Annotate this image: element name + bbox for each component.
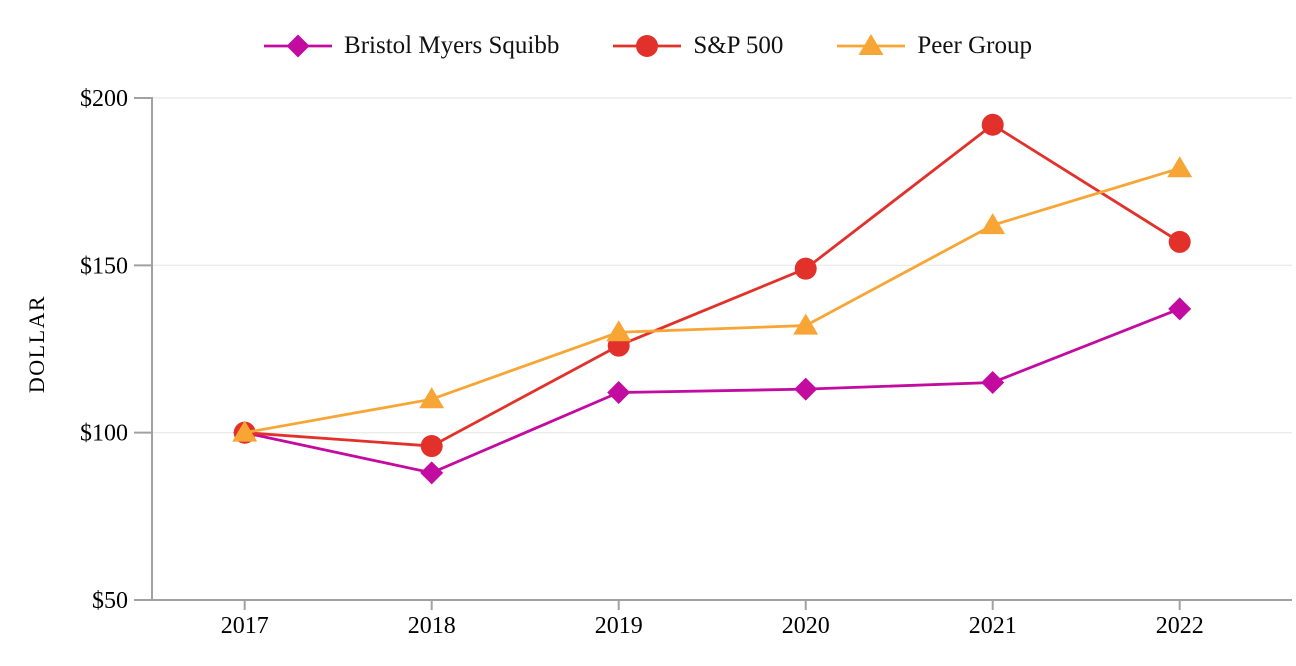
y-tick-label: $100	[80, 421, 128, 447]
diamond-marker-icon	[420, 461, 444, 485]
triangle-marker-icon	[606, 320, 632, 342]
series-line-1	[244, 307, 1181, 475]
series-line-2	[244, 123, 1181, 448]
chart-legend: Bristol Myers Squibb S&P 500 Peer Group	[0, 31, 1296, 61]
x-tick-label: 2019	[595, 613, 643, 639]
triangle-marker-icon	[419, 387, 445, 409]
triangle-marker-icon	[232, 420, 258, 442]
x-tick-label: 2018	[408, 613, 456, 639]
diamond-marker-icon	[981, 370, 1005, 394]
legend-item-peer-group: Peer Group	[837, 32, 1032, 60]
triangle-marker-icon	[1167, 156, 1193, 178]
legend-item-sp500: S&P 500	[613, 32, 783, 60]
y-axis-title: DOLLAR	[24, 295, 49, 393]
diamond-marker-icon	[1168, 297, 1192, 321]
x-tick-label: 2022	[1156, 613, 1204, 639]
y-tick-label: $150	[80, 253, 128, 279]
circle-marker-icon	[794, 257, 817, 280]
circle-marker-icon	[1168, 230, 1191, 253]
legend-label: Bristol Myers Squibb	[344, 32, 560, 59]
legend-label: S&P 500	[693, 32, 784, 59]
triangle-marker-icon	[980, 213, 1006, 235]
circle-marker-icon	[613, 35, 682, 57]
triangle-marker-icon	[837, 34, 906, 55]
circle-marker-icon	[981, 113, 1004, 136]
y-tick-label: $50	[92, 588, 128, 614]
circle-marker-icon	[636, 35, 659, 57]
diamond-marker-icon	[794, 377, 818, 401]
legend-label: Peer Group	[917, 32, 1032, 59]
diamond-marker-icon	[286, 34, 310, 58]
series-line-3	[244, 166, 1181, 435]
x-tick-label: 2021	[969, 613, 1017, 639]
triangle-marker-icon	[793, 313, 819, 335]
x-tick-label: 2017	[221, 613, 269, 639]
x-tick-label: 2020	[782, 613, 830, 639]
diamond-marker-icon	[264, 34, 333, 58]
circle-marker-icon	[420, 435, 443, 458]
diamond-marker-icon	[607, 381, 631, 405]
y-tick-label: $200	[80, 86, 128, 112]
triangle-marker-icon	[858, 34, 884, 55]
legend-item-bristol-myers-squibb: Bristol Myers Squibb	[264, 32, 559, 60]
